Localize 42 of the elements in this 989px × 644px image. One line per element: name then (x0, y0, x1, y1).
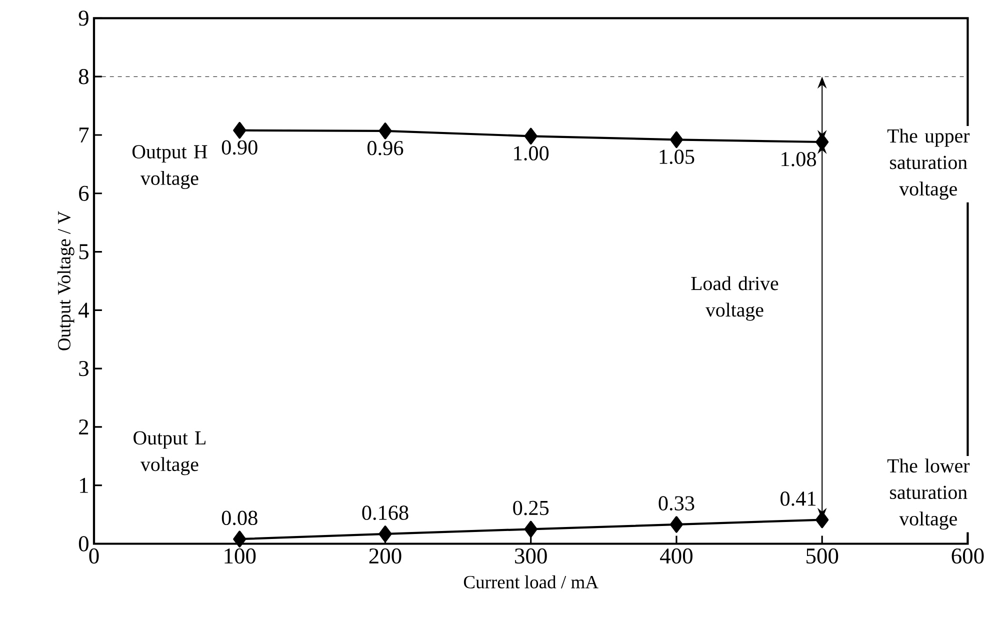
point (378, 122, 392, 140)
point (670, 516, 683, 533)
x-tick-label: 600 (952, 548, 984, 564)
point (233, 122, 246, 138)
y-tick-label: 3 (79, 360, 88, 376)
y-tick-label: 0 (78, 536, 88, 552)
x-tick-label: 300 (515, 548, 547, 564)
annotation: Load drive voltage (691, 276, 778, 321)
point (378, 525, 392, 542)
data-label: 0.33 (658, 496, 694, 510)
data-label: 0.25 (513, 500, 549, 516)
annotation: 1.08 (782, 152, 816, 166)
data-label: 0.168 (362, 505, 408, 520)
y-tick-label: 1 (80, 478, 88, 493)
x-tick-label: 100 (224, 548, 256, 564)
x-tick-label: 500 (806, 548, 838, 564)
annotation: Output L voltage (134, 431, 206, 476)
annotation: 1.05 (660, 149, 694, 164)
annotation: The upper saturation voltage (887, 128, 970, 200)
point (233, 530, 246, 548)
x-tick-label: 400 (660, 548, 692, 564)
point (524, 128, 538, 144)
data-label: 0.41 (780, 491, 816, 506)
data-label: 0.08 (222, 510, 258, 525)
annotation: 0.96 (368, 140, 404, 156)
point (524, 520, 538, 538)
y-tick-label: 7 (80, 127, 89, 142)
annotation: Output H voltage (132, 144, 208, 189)
x-tick-label: 200 (369, 548, 402, 564)
annotation: The lower saturation voltage (887, 458, 970, 530)
point (670, 131, 683, 148)
y-tick-label: 6 (79, 186, 89, 201)
x-axis-title: Current load / mA (464, 575, 598, 588)
y-tick-label: 4 (78, 302, 89, 318)
annotation: 1.00 (514, 146, 549, 160)
annotation: 0.90 (222, 140, 258, 154)
y-tick-label: 8 (78, 68, 88, 84)
x-tick-label: 0 (89, 548, 99, 564)
y-tick-label: 2 (79, 419, 88, 434)
y-tick-label: 9 (78, 10, 88, 26)
y-axis-title: Output Voltage / V (57, 210, 74, 350)
y-tick-label: 5 (79, 244, 88, 260)
